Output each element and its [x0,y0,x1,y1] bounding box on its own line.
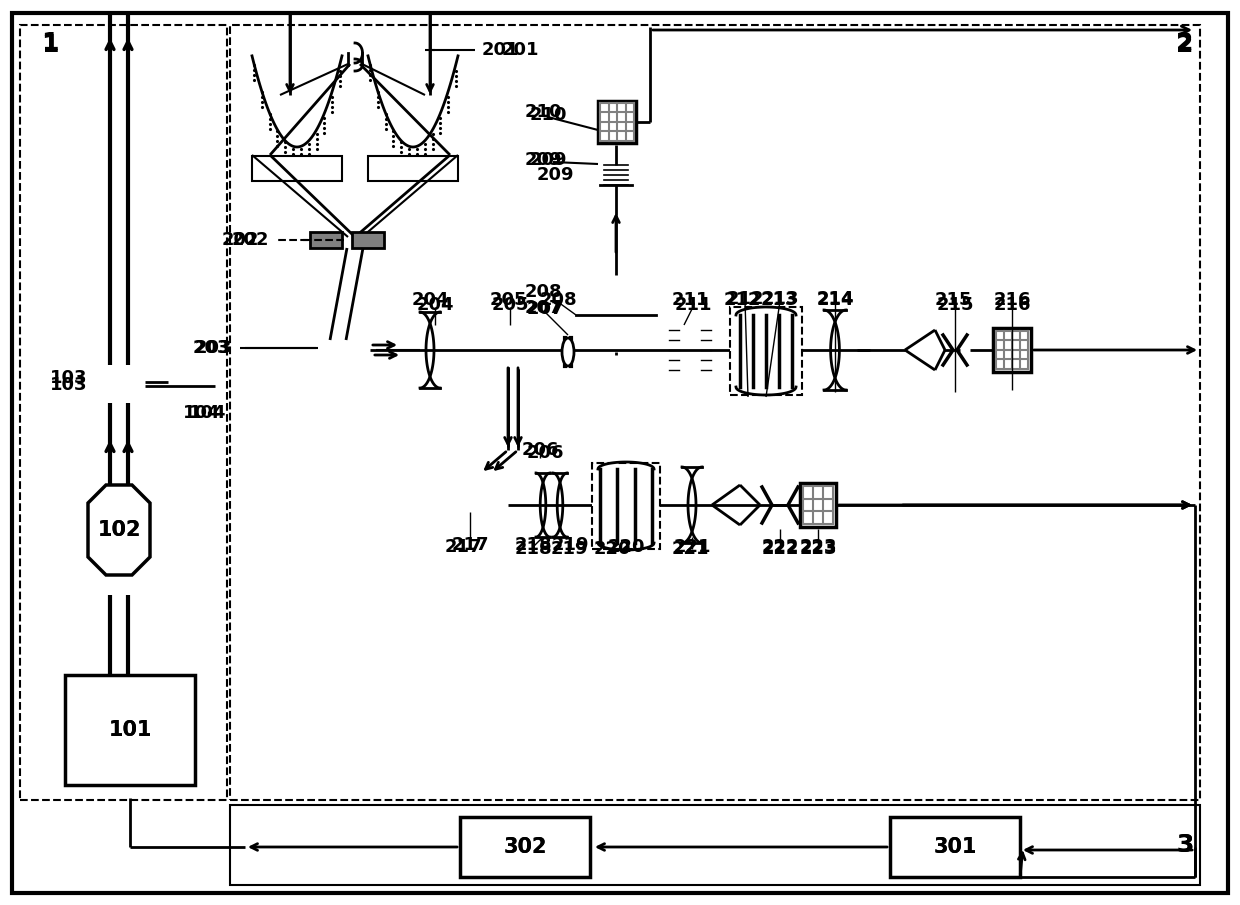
Text: 217: 217 [444,538,482,556]
Text: 213: 213 [761,290,799,308]
Text: 215: 215 [934,291,972,309]
FancyBboxPatch shape [800,483,836,527]
Text: 102: 102 [97,520,141,540]
Polygon shape [62,365,148,407]
Polygon shape [165,373,215,400]
Text: 103: 103 [50,369,88,387]
Polygon shape [88,485,150,575]
FancyBboxPatch shape [229,25,1200,800]
Text: 202: 202 [221,231,259,249]
FancyBboxPatch shape [252,156,342,181]
Text: 102: 102 [97,520,141,540]
Text: 104: 104 [184,404,221,422]
Text: 219: 219 [551,540,588,558]
Text: 206: 206 [521,441,559,459]
FancyBboxPatch shape [598,101,636,143]
Text: 216: 216 [993,296,1030,314]
Polygon shape [453,462,515,502]
FancyBboxPatch shape [229,805,1200,885]
Text: 218: 218 [515,540,552,558]
Text: 202: 202 [231,231,269,249]
Text: 223: 223 [800,540,837,558]
Text: 204: 204 [412,291,449,309]
Text: 222: 222 [761,538,799,556]
Polygon shape [701,325,718,375]
Text: 216: 216 [993,291,1030,309]
Polygon shape [668,325,686,375]
Text: 301: 301 [934,837,977,857]
FancyBboxPatch shape [352,232,384,248]
Text: 104: 104 [190,404,227,422]
Text: 220: 220 [593,540,631,558]
Text: 2: 2 [1177,33,1194,57]
Text: 208: 208 [539,291,577,309]
FancyBboxPatch shape [368,156,458,181]
Text: 2: 2 [1177,31,1194,55]
Text: 212: 212 [727,290,764,308]
Text: 209: 209 [529,151,567,169]
Text: 209: 209 [525,151,562,169]
Text: 219: 219 [552,536,589,554]
Text: 301: 301 [934,837,977,857]
FancyBboxPatch shape [993,328,1030,372]
Text: 205: 205 [491,296,528,314]
Text: 214: 214 [816,290,854,308]
FancyBboxPatch shape [591,463,660,549]
Text: 223: 223 [800,538,837,556]
Text: 215: 215 [936,296,973,314]
Text: 211: 211 [675,296,712,314]
FancyBboxPatch shape [890,817,1021,877]
FancyBboxPatch shape [460,817,590,877]
Text: 210: 210 [529,106,567,124]
Text: 212: 212 [723,291,761,309]
Text: 103: 103 [50,376,88,394]
FancyBboxPatch shape [730,307,802,395]
Text: 214: 214 [816,291,854,309]
Text: 203: 203 [195,339,232,357]
Text: 221: 221 [671,540,709,558]
Text: 203: 203 [192,339,229,357]
Text: 205: 205 [490,291,527,309]
Text: 302: 302 [503,837,547,857]
Text: 206: 206 [526,444,564,462]
Text: 3: 3 [1177,833,1194,857]
Text: 208: 208 [525,283,562,301]
Text: 207: 207 [526,300,564,318]
Text: 213: 213 [760,291,797,309]
Polygon shape [316,328,378,360]
Text: 221: 221 [673,538,711,556]
Text: 201: 201 [502,41,539,59]
Text: 101: 101 [108,720,151,740]
Text: 1: 1 [41,31,58,55]
Text: 211: 211 [671,291,709,309]
FancyBboxPatch shape [64,675,195,785]
Text: 218: 218 [515,536,552,554]
Ellipse shape [562,338,574,366]
Text: 209: 209 [536,166,574,184]
Text: 1: 1 [41,33,58,57]
FancyBboxPatch shape [310,232,342,248]
Text: 3: 3 [1177,833,1194,857]
Text: 217: 217 [451,536,489,554]
Text: 302: 302 [503,837,547,857]
FancyBboxPatch shape [12,13,1228,893]
Text: 204: 204 [417,296,454,314]
Text: 220: 220 [608,538,645,556]
Text: 201: 201 [481,41,518,59]
Text: 207: 207 [525,299,562,317]
FancyBboxPatch shape [20,25,227,800]
Polygon shape [472,327,534,367]
Text: 222: 222 [761,540,799,558]
Text: 101: 101 [108,720,151,740]
Text: 210: 210 [525,103,562,121]
